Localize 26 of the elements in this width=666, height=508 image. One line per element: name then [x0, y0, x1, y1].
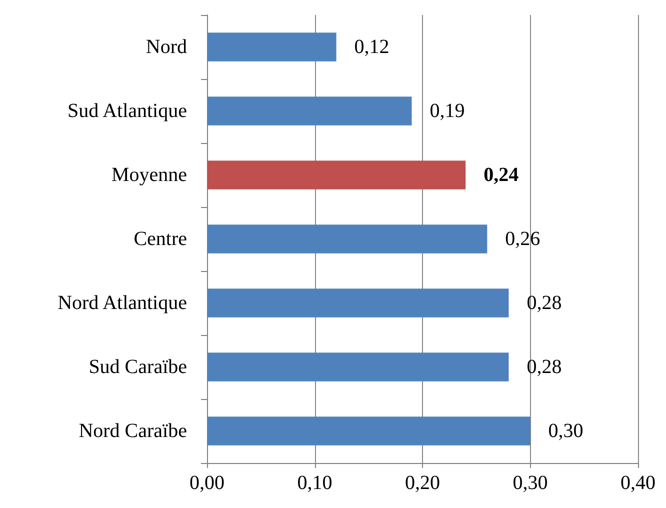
- x-tick-label: 0,10: [297, 472, 332, 494]
- y-tick-label: Centre: [134, 228, 188, 250]
- data-label: 0,28: [526, 356, 562, 378]
- bar: [207, 352, 509, 382]
- x-tick-label: 0,00: [190, 472, 224, 494]
- data-label: 0,24: [484, 164, 519, 186]
- data-label: 0,19: [430, 100, 465, 122]
- data-label: 0,28: [526, 292, 562, 314]
- bar: [207, 160, 466, 190]
- x-tick-label: 0,40: [620, 472, 656, 494]
- bar: [207, 416, 530, 446]
- y-tick-label: Nord: [146, 36, 187, 58]
- y-tick-label: Sud Caraïbe: [88, 356, 188, 378]
- x-tick-label: 0,20: [405, 472, 440, 494]
- data-label: 0,26: [505, 228, 540, 250]
- y-tick-label: Sud Atlantique: [68, 100, 188, 122]
- y-tick-label: Nord Caraïbe: [78, 420, 188, 442]
- bar: [207, 32, 336, 62]
- y-tick-label: Nord Atlantique: [58, 292, 188, 314]
- bar: [207, 224, 488, 254]
- x-tick-label: 0,30: [512, 472, 548, 494]
- bar: [207, 96, 412, 126]
- bar: [207, 288, 509, 318]
- data-label: 0,12: [354, 36, 390, 58]
- y-tick-label: Moyenne: [111, 164, 188, 186]
- data-label: 0,30: [548, 420, 584, 442]
